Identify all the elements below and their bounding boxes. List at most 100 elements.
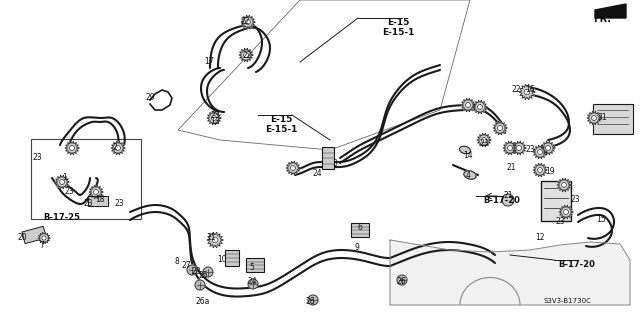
Text: 13: 13 bbox=[210, 117, 220, 127]
Circle shape bbox=[561, 182, 566, 188]
Text: E-15
E-15-1: E-15 E-15-1 bbox=[382, 18, 414, 37]
Circle shape bbox=[465, 102, 470, 108]
Circle shape bbox=[212, 237, 218, 243]
Text: B-17-25: B-17-25 bbox=[44, 213, 81, 222]
Text: E-15
E-15-1: E-15 E-15-1 bbox=[265, 115, 297, 134]
Circle shape bbox=[563, 210, 568, 214]
Text: 25: 25 bbox=[198, 271, 208, 280]
Text: 26: 26 bbox=[396, 277, 406, 286]
Circle shape bbox=[502, 194, 514, 206]
Text: 23: 23 bbox=[32, 153, 42, 162]
Polygon shape bbox=[595, 4, 626, 18]
Polygon shape bbox=[207, 232, 223, 248]
Polygon shape bbox=[207, 111, 221, 125]
Text: 27: 27 bbox=[181, 261, 191, 270]
FancyArrowPatch shape bbox=[598, 6, 625, 14]
Polygon shape bbox=[286, 161, 300, 175]
Bar bbox=[22, 226, 46, 244]
Circle shape bbox=[524, 89, 530, 95]
Text: 16: 16 bbox=[525, 85, 535, 93]
Circle shape bbox=[291, 166, 296, 170]
Circle shape bbox=[243, 53, 248, 57]
Polygon shape bbox=[503, 141, 517, 155]
Circle shape bbox=[246, 19, 250, 25]
Text: 23: 23 bbox=[210, 110, 220, 120]
Polygon shape bbox=[493, 121, 507, 135]
Polygon shape bbox=[55, 175, 69, 189]
Text: 23: 23 bbox=[114, 198, 124, 207]
Text: 23: 23 bbox=[83, 198, 93, 207]
Polygon shape bbox=[477, 133, 491, 147]
Text: 26: 26 bbox=[305, 296, 315, 306]
Text: 4: 4 bbox=[465, 170, 470, 180]
Bar bbox=[225, 250, 239, 266]
Ellipse shape bbox=[464, 171, 476, 179]
Circle shape bbox=[508, 145, 513, 151]
Text: S3V3-B1730C: S3V3-B1730C bbox=[543, 298, 591, 304]
Text: 12: 12 bbox=[535, 233, 545, 241]
Text: 1: 1 bbox=[63, 174, 67, 182]
Ellipse shape bbox=[460, 146, 470, 154]
Text: 24: 24 bbox=[247, 278, 257, 286]
Polygon shape bbox=[241, 15, 255, 29]
Polygon shape bbox=[111, 141, 125, 155]
Polygon shape bbox=[473, 100, 487, 114]
Circle shape bbox=[538, 150, 543, 154]
Text: 23: 23 bbox=[555, 218, 565, 226]
Text: 5: 5 bbox=[250, 263, 255, 272]
Circle shape bbox=[115, 145, 120, 151]
Circle shape bbox=[70, 145, 74, 151]
Polygon shape bbox=[533, 163, 547, 177]
Text: 8: 8 bbox=[175, 257, 179, 266]
Polygon shape bbox=[89, 185, 103, 199]
Text: 7: 7 bbox=[40, 241, 44, 249]
Circle shape bbox=[477, 105, 483, 109]
Text: 29: 29 bbox=[145, 93, 155, 101]
Text: B-17-20: B-17-20 bbox=[559, 260, 595, 269]
Circle shape bbox=[497, 125, 502, 130]
Text: 15: 15 bbox=[596, 216, 606, 225]
FancyBboxPatch shape bbox=[593, 104, 633, 134]
Polygon shape bbox=[512, 141, 526, 155]
Circle shape bbox=[516, 145, 522, 151]
Circle shape bbox=[195, 280, 205, 290]
Bar bbox=[246, 258, 264, 272]
Polygon shape bbox=[239, 48, 253, 62]
Circle shape bbox=[211, 115, 216, 121]
Polygon shape bbox=[533, 145, 547, 159]
Circle shape bbox=[591, 115, 596, 121]
Circle shape bbox=[203, 267, 213, 277]
Polygon shape bbox=[557, 178, 571, 192]
Text: 23: 23 bbox=[525, 145, 535, 154]
Text: 22: 22 bbox=[511, 85, 521, 94]
Text: 21: 21 bbox=[506, 164, 516, 173]
FancyBboxPatch shape bbox=[541, 181, 571, 221]
Polygon shape bbox=[461, 98, 475, 112]
Circle shape bbox=[538, 167, 543, 173]
Circle shape bbox=[397, 275, 407, 285]
Circle shape bbox=[60, 180, 65, 184]
Text: 18: 18 bbox=[95, 196, 105, 204]
Text: 23: 23 bbox=[479, 138, 489, 147]
Bar bbox=[88, 196, 108, 206]
Text: 10: 10 bbox=[217, 256, 227, 264]
Text: 24: 24 bbox=[312, 168, 322, 177]
Text: 20: 20 bbox=[17, 234, 27, 242]
Text: 19: 19 bbox=[545, 167, 555, 176]
Circle shape bbox=[187, 265, 197, 275]
Text: 2: 2 bbox=[113, 144, 117, 152]
Circle shape bbox=[481, 137, 486, 143]
Circle shape bbox=[93, 189, 99, 195]
Text: 23: 23 bbox=[64, 188, 74, 197]
Text: 23: 23 bbox=[570, 196, 580, 204]
Polygon shape bbox=[519, 84, 535, 100]
Text: FR.: FR. bbox=[593, 14, 611, 24]
Text: 9: 9 bbox=[355, 243, 360, 253]
Polygon shape bbox=[65, 141, 79, 155]
Bar bbox=[322, 147, 334, 169]
Polygon shape bbox=[541, 141, 555, 155]
Polygon shape bbox=[38, 232, 50, 244]
Text: 31: 31 bbox=[597, 114, 607, 122]
Polygon shape bbox=[559, 205, 573, 219]
Polygon shape bbox=[390, 240, 630, 305]
